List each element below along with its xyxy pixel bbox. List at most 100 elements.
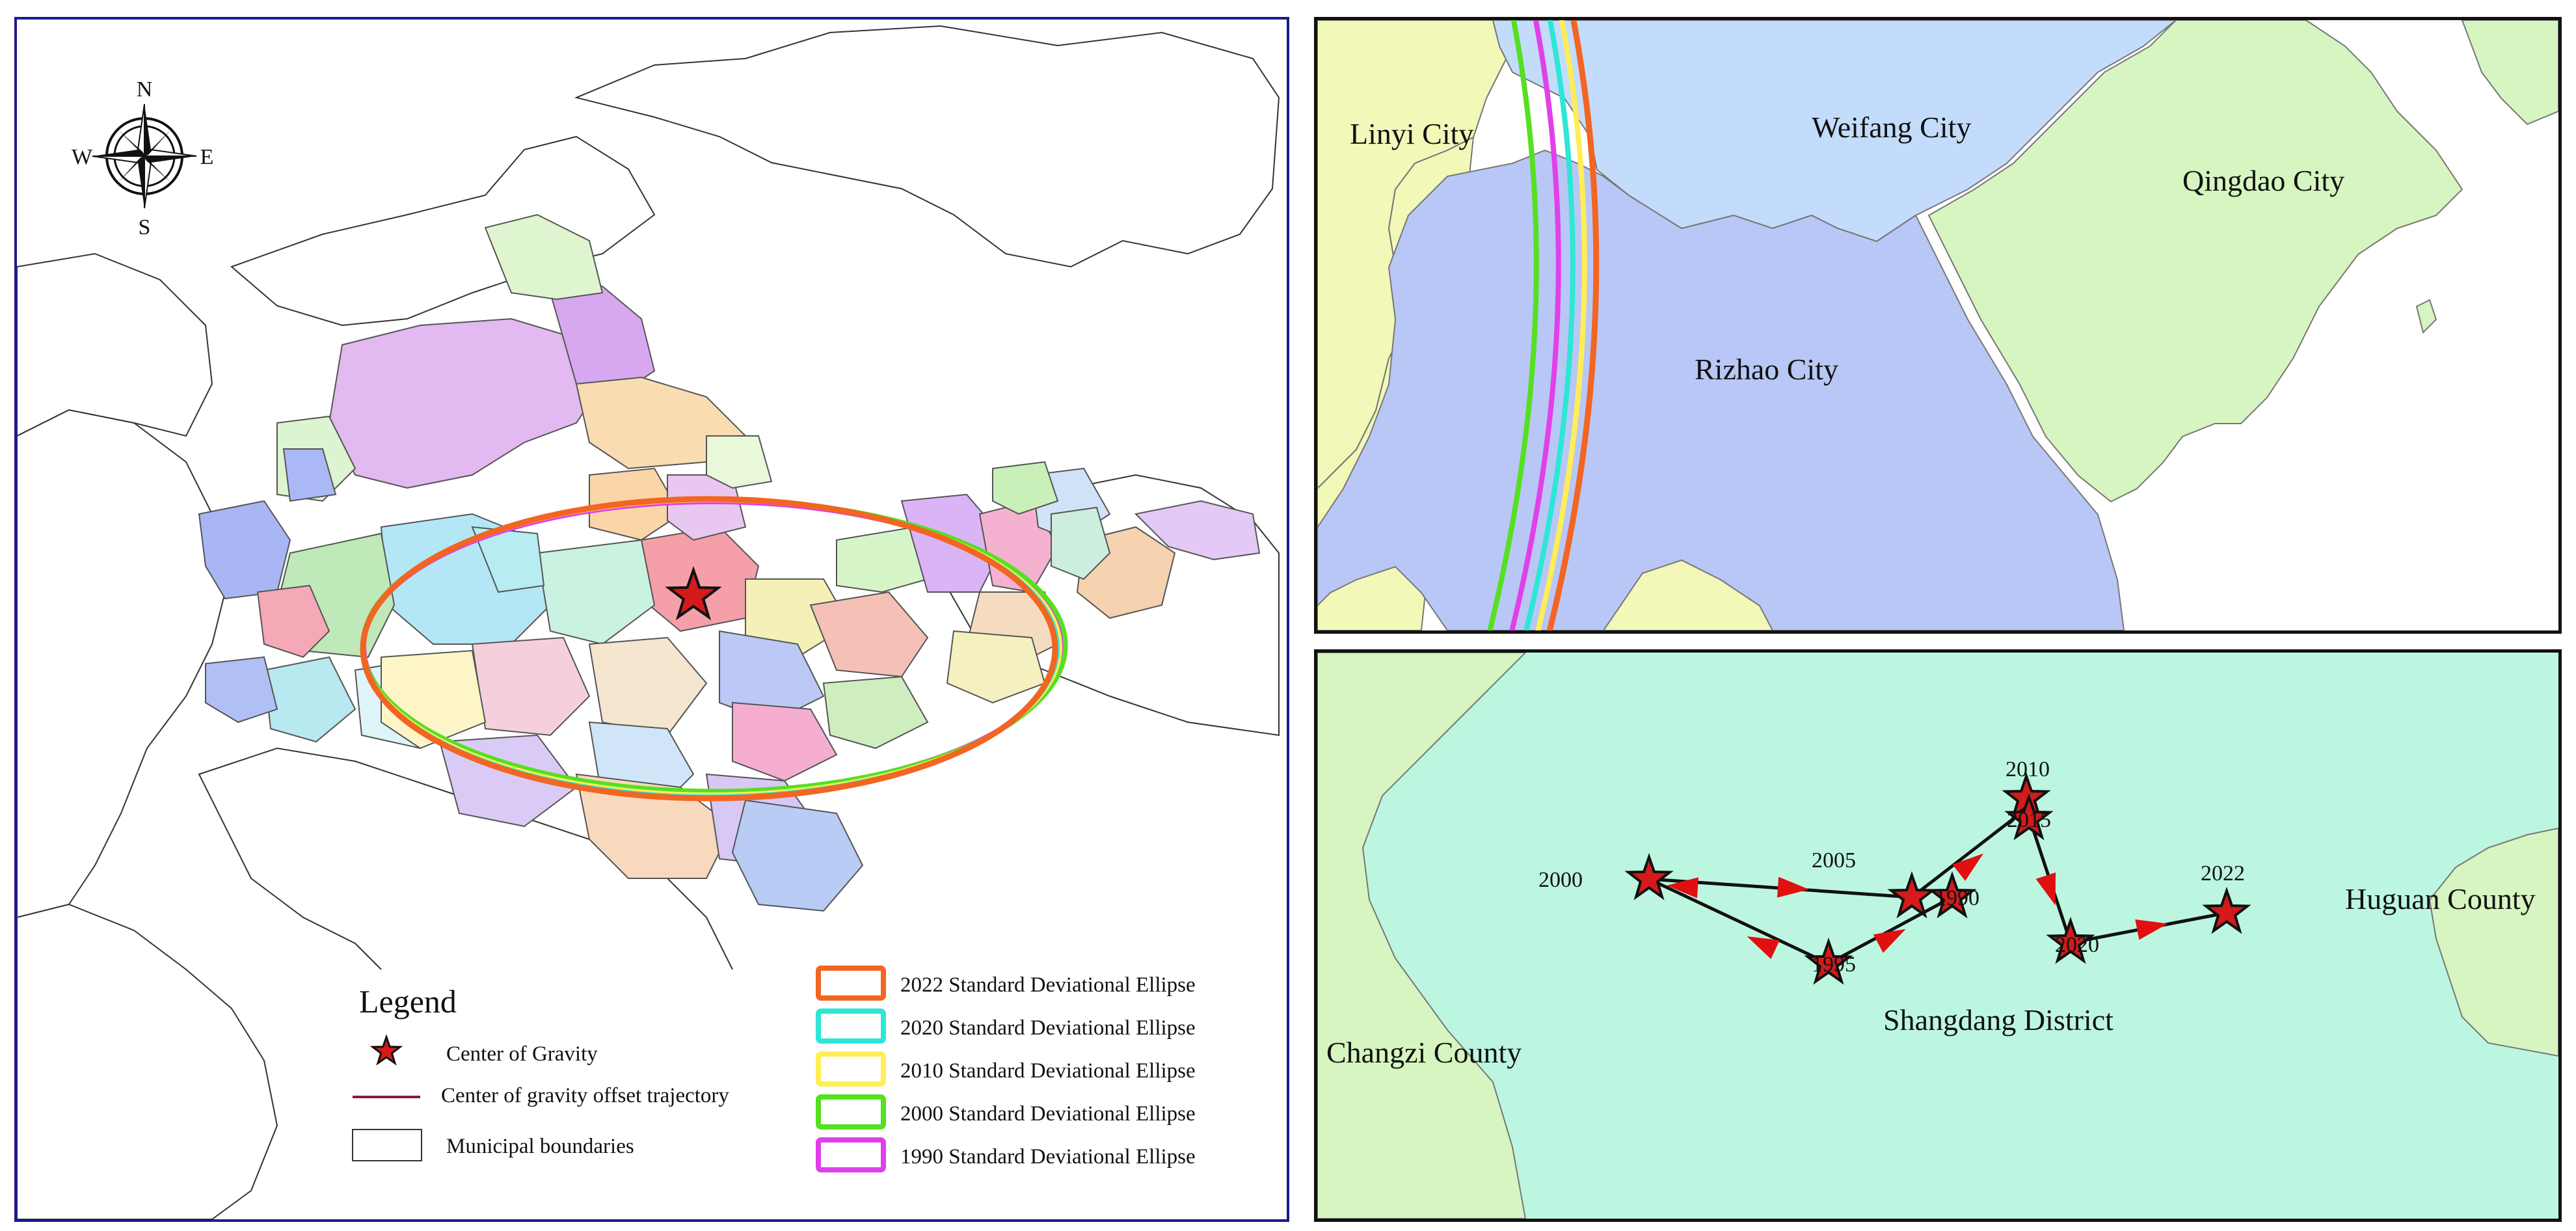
year-label-1990: 1990 bbox=[1935, 886, 1979, 910]
boundary-northwest-region bbox=[230, 135, 656, 327]
legend-ellipse-2020-label: 2020 Standard Deviational Ellipse bbox=[900, 1016, 1196, 1040]
gravity-star-1995 bbox=[1804, 937, 1853, 985]
district-pink-west bbox=[256, 584, 330, 658]
district-lavender-coast bbox=[1134, 500, 1261, 561]
district-pink-south bbox=[732, 701, 838, 782]
district-mint-coast bbox=[1051, 506, 1111, 580]
arrow-icon bbox=[1667, 877, 1699, 899]
year-label-2015: 2015 bbox=[2007, 808, 2051, 832]
arrow-icon bbox=[2035, 873, 2056, 906]
region-small-island bbox=[2415, 299, 2437, 334]
district-lightgreen-east bbox=[836, 526, 929, 593]
ellipse-detail-panel: Linyi City Weifang City Qingdao City Riz… bbox=[1314, 17, 2562, 634]
legend-ellipse-1990-label: 1990 Standard Deviational Ellipse bbox=[900, 1145, 1196, 1169]
direction-arrows bbox=[1667, 853, 2168, 959]
gravity-detail-svg: 2000 2005 2010 2015 1990 1995 2020 2022 … bbox=[1317, 653, 2558, 1219]
region-huguan bbox=[2428, 827, 2558, 1057]
arrow-icon bbox=[1747, 936, 1780, 959]
place-label-changzi: Changzi County bbox=[1326, 1036, 1522, 1069]
region-changzi bbox=[1317, 653, 1527, 1219]
boundary-west-region bbox=[17, 409, 233, 919]
arrow-icon bbox=[1952, 853, 1984, 881]
compass-south-label: S bbox=[139, 215, 151, 239]
ellipse-2022 bbox=[360, 496, 1058, 802]
district-mint-center bbox=[536, 539, 656, 645]
district-green-northeast bbox=[992, 461, 1059, 515]
boundary-southwest-region bbox=[17, 903, 278, 1219]
ellipse-arcs bbox=[1487, 20, 1600, 630]
place-label-rizhao: Rizhao City bbox=[1695, 353, 1838, 386]
place-label-shangdang: Shangdang District bbox=[1883, 1003, 2113, 1036]
legend-label-center-of-gravity: Center of Gravity bbox=[446, 1042, 598, 1066]
legend-ellipse-2020: 2020 Standard Deviational Ellipse bbox=[816, 1008, 1196, 1044]
legend-ellipse-2022: 2022 Standard Deviational Ellipse bbox=[816, 966, 1196, 1001]
compass-rose-icon: N S E W bbox=[72, 77, 213, 239]
legend-ellipse-2000-label: 2000 Standard Deviational Ellipse bbox=[900, 1102, 1196, 1126]
year-label-1995: 1995 bbox=[1812, 953, 1856, 977]
place-label-qingdao: Qingdao City bbox=[2182, 164, 2344, 197]
legend-ellipse-2010-label: 2010 Standard Deviational Ellipse bbox=[900, 1059, 1196, 1083]
standard-deviational-ellipses bbox=[360, 496, 1068, 802]
district-pink-center bbox=[641, 526, 760, 632]
center-of-gravity-star bbox=[665, 565, 722, 621]
boundary-north-region bbox=[574, 25, 1280, 268]
district-blue-far-north bbox=[282, 448, 337, 502]
legend-title: Legend bbox=[359, 983, 457, 1020]
legend-item-municipal-boundaries: Municipal boundaries bbox=[352, 1129, 634, 1161]
year-label-2000: 2000 bbox=[1538, 868, 1583, 892]
boundary-far-west bbox=[17, 252, 213, 437]
legend-item-trajectory: Center of gravity offset trajectory bbox=[353, 1084, 729, 1107]
district-cyan-west bbox=[263, 656, 356, 743]
overview-map-panel: N S E W Legend Center of Gravity Center … bbox=[14, 17, 1289, 1222]
gravity-star-2015 bbox=[2004, 792, 2054, 841]
district-yellow-east bbox=[946, 630, 1046, 704]
arc-2020 bbox=[1523, 20, 1576, 630]
district-cyan-center2 bbox=[471, 526, 545, 593]
year-label-2010: 2010 bbox=[2006, 757, 2050, 781]
legend-ellipse-1990: 1990 Standard Deviational Ellipse bbox=[816, 1137, 1196, 1172]
gravity-centers bbox=[1624, 772, 2251, 985]
legend-label-trajectory: Center of gravity offset trajectory bbox=[441, 1084, 729, 1107]
arrow-icon bbox=[2135, 919, 2168, 940]
legend: Legend Center of Gravity Center of gravi… bbox=[342, 966, 1279, 1210]
arc-1990 bbox=[1509, 20, 1561, 630]
district-lightgreen-top bbox=[484, 213, 604, 301]
year-label-2005: 2005 bbox=[1812, 848, 1856, 873]
region-rizhao bbox=[1317, 149, 2125, 630]
study-area-districts bbox=[198, 213, 1261, 912]
place-label-weifang: Weifang City bbox=[1812, 111, 1971, 144]
ellipse-detail-svg: Linyi City Weifang City Qingdao City Riz… bbox=[1317, 20, 2558, 630]
legend-ellipse-2010: 2010 Standard Deviational Ellipse bbox=[816, 1051, 1196, 1087]
district-salmon-east bbox=[809, 591, 929, 678]
arrow-icon bbox=[1777, 876, 1809, 898]
gravity-star-1990 bbox=[1927, 871, 1977, 919]
compass-east-label: E bbox=[200, 145, 214, 169]
district-green-southeast bbox=[822, 675, 929, 750]
arc-2022 bbox=[1546, 20, 1600, 630]
district-blue-far-west bbox=[205, 656, 278, 724]
compass-north-label: N bbox=[137, 77, 153, 101]
legend-ellipse-2000: 2000 Standard Deviational Ellipse bbox=[816, 1094, 1196, 1130]
gravity-star-2000 bbox=[1624, 852, 1674, 900]
district-rose-center bbox=[471, 636, 591, 737]
arc-2010 bbox=[1535, 20, 1587, 630]
legend-ellipse-2022-label: 2022 Standard Deviational Ellipse bbox=[900, 973, 1196, 997]
region-qingdao-east bbox=[2461, 20, 2558, 126]
gravity-star-2005 bbox=[1887, 871, 1937, 919]
legend-item-center-of-gravity: Center of Gravity bbox=[369, 1034, 598, 1066]
gravity-star-2020 bbox=[2046, 916, 2095, 964]
gravity-detail-panel: 2000 2005 2010 2015 1990 1995 2020 2022 … bbox=[1314, 649, 2562, 1222]
district-blue-south bbox=[731, 799, 864, 912]
place-label-huguan: Huguan County bbox=[2345, 882, 2536, 915]
compass-west-label: W bbox=[72, 145, 93, 169]
arrow-icon bbox=[1873, 928, 1906, 953]
year-label-2022: 2022 bbox=[2201, 861, 2245, 886]
legend-label-municipal-boundaries: Municipal boundaries bbox=[446, 1135, 634, 1158]
year-labels: 2000 2005 2010 2015 1990 1995 2020 2022 bbox=[1538, 757, 2245, 977]
arc-2000 bbox=[1487, 20, 1539, 630]
region-linyi-bottom bbox=[1602, 559, 1774, 630]
region-qingdao bbox=[1927, 20, 2463, 503]
district-lightgreen-center bbox=[706, 435, 773, 489]
overview-map-svg: N S E W Legend Center of Gravity Center … bbox=[17, 25, 1280, 1219]
gravity-star-2022 bbox=[2202, 886, 2251, 934]
